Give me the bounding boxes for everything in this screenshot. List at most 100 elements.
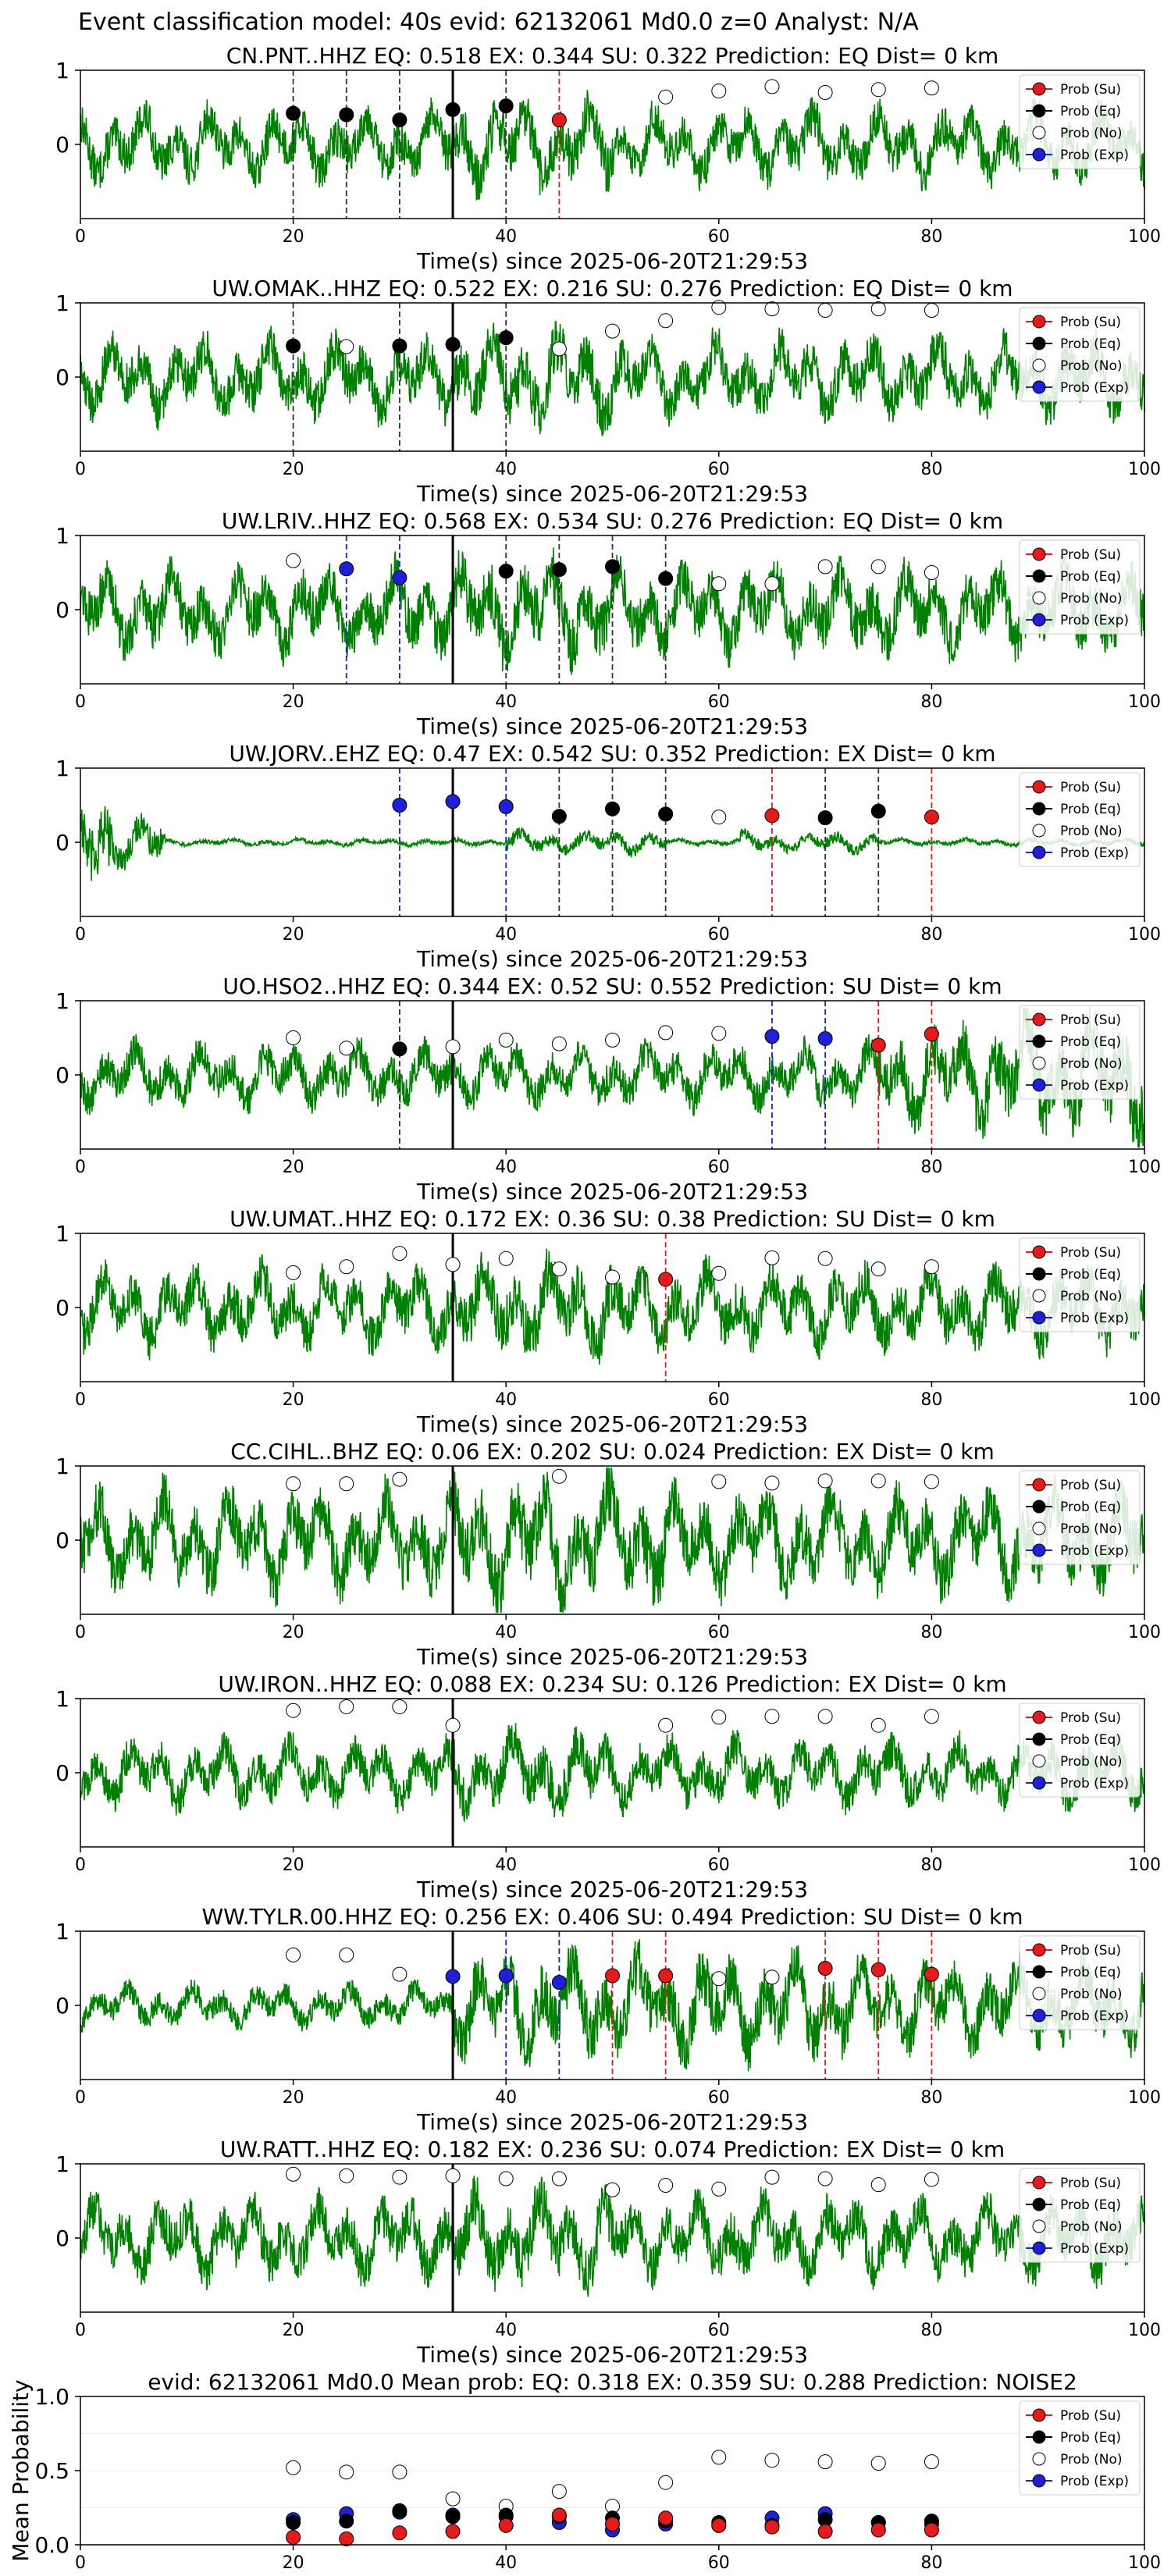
prob-marker-no (658, 2475, 674, 2490)
prob-marker-su (445, 2524, 461, 2539)
prob-marker-no (286, 2460, 301, 2475)
y-tick-label: 0 (55, 365, 69, 390)
x-tick-label: 80 (920, 227, 942, 247)
legend-marker-exp (1032, 613, 1046, 627)
legend-marker-exp (1032, 1776, 1046, 1790)
legend-label-no: Prob (No) (1060, 824, 1123, 839)
y-tick-label: 1 (55, 1919, 69, 1944)
x-tick-label: 100 (1128, 925, 1161, 945)
prob-marker-no (658, 313, 674, 329)
prob-marker-su (924, 1966, 939, 1982)
x-tick-label: 0 (75, 1856, 86, 1875)
x-tick-label: 100 (1128, 227, 1161, 247)
prob-marker-no (711, 300, 727, 315)
legend-label-exp: Prob (Exp) (1060, 845, 1129, 861)
prob-marker-no (870, 1473, 886, 1489)
legend: Prob (Su) Prob (Eq) Prob (No) Prob (Exp) (1019, 1935, 1141, 2030)
panel-5: 0 20 40 60 80 100 0 1 UO.HSO2..HHZ EQ: 0.344 EX:… (55, 973, 1161, 1204)
y-tick-label: 0 (55, 597, 69, 623)
x-tick-label: 100 (1128, 460, 1161, 479)
prob-marker-no (445, 2491, 461, 2507)
x-tick-label: 60 (708, 1623, 730, 1642)
legend-marker-exp (1032, 845, 1046, 859)
prob-marker-no (658, 89, 674, 105)
legend-label-no: Prob (No) (1060, 1987, 1123, 2002)
prob-marker-no (445, 1717, 461, 1733)
legend-marker-eq (1032, 1034, 1046, 1048)
legend-marker-exp (1032, 1078, 1046, 1092)
prob-marker-no (392, 2464, 408, 2480)
x-tick-label: 60 (708, 2321, 730, 2340)
x-tick-label: 20 (283, 1390, 304, 1410)
prob-marker-eq (445, 2509, 461, 2524)
prob-marker-exp (498, 799, 514, 814)
prob-marker-no (870, 559, 886, 575)
x-tick-label: 60 (708, 692, 730, 712)
panel-1: 0 20 40 60 80 100 0 1 CN.PNT..HHZ EQ: 0.518 EX: … (55, 43, 1161, 274)
legend-marker-exp (1032, 2241, 1046, 2255)
legend: Prob (Su) Prob (Eq) Prob (No) Prob (Exp) (1019, 2168, 1141, 2263)
y-tick-label: 1 (55, 988, 69, 1014)
x-tick-label: 40 (495, 1390, 517, 1410)
y-tick-label: 0 (55, 2226, 69, 2251)
x-tick-label: 20 (283, 2088, 304, 2108)
panel-title: UW.JORV..EHZ EQ: 0.47 EX: 0.542 SU: 0.35… (229, 741, 995, 767)
legend-label-exp: Prob (Exp) (1060, 613, 1129, 628)
legend-label-no: Prob (No) (1060, 591, 1123, 607)
panel-8: 0 20 40 60 80 100 0 1 UW.IRON..HHZ EQ: 0.088 EX:… (55, 1671, 1161, 1902)
panel-title: evid: 62132061 Md0.0 Mean prob: EQ: 0.31… (148, 2369, 1077, 2395)
prob-marker-su (658, 2510, 674, 2526)
legend-label-su: Prob (Su) (1060, 1012, 1121, 1028)
legend-marker-su (1032, 1245, 1046, 1259)
x-tick-label: 40 (495, 1158, 517, 1177)
prob-marker-su (392, 2525, 408, 2541)
prob-marker-no (764, 1250, 780, 1265)
legend-marker-su (1032, 2176, 1046, 2190)
x-tick-label: 60 (708, 1856, 730, 1875)
prob-marker-no (924, 1474, 939, 1489)
y-axis-label: Mean Probability (8, 2379, 34, 2561)
legend-marker-su (1032, 82, 1046, 96)
prob-marker-no (924, 565, 939, 580)
x-tick-label: 60 (708, 2088, 730, 2108)
legend-label-no: Prob (No) (1060, 2219, 1123, 2235)
legend-marker-exp (1032, 2008, 1046, 2023)
waveform-trace (80, 1005, 1145, 1148)
legend-label-exp: Prob (Exp) (1060, 1311, 1129, 1326)
legend-box (1019, 2168, 1141, 2263)
prob-marker-eq (817, 810, 833, 826)
prob-marker-eq (392, 2503, 408, 2518)
prob-marker-no (445, 2168, 461, 2183)
prob-marker-no (764, 79, 780, 94)
prob-marker-no (498, 1032, 514, 1048)
legend-label-eq: Prob (Eq) (1060, 1500, 1121, 1515)
legend-marker-eq (1032, 1965, 1046, 1979)
x-tick-label: 80 (920, 1390, 942, 1410)
x-tick-label: 100 (1128, 1158, 1161, 1177)
prob-marker-exp (551, 1975, 567, 1991)
legend-marker-no (1032, 824, 1046, 838)
x-axis-label: Time(s) since 2025-06-20T21:29:53 (416, 1644, 808, 1670)
x-tick-label: 20 (283, 227, 304, 247)
prob-marker-no (924, 2454, 939, 2470)
prob-marker-eq (658, 806, 674, 822)
x-tick-label: 80 (920, 2321, 942, 2340)
prob-marker-no (870, 1261, 886, 1277)
prob-marker-no (817, 2171, 833, 2186)
prob-marker-no (392, 1471, 408, 1487)
panel-title: CC.CIHL..BHZ EQ: 0.06 EX: 0.202 SU: 0.02… (230, 1439, 995, 1464)
prob-marker-su (924, 2522, 939, 2538)
x-tick-label: 20 (283, 1158, 304, 1177)
prob-marker-no (445, 1257, 461, 1272)
prob-marker-no (817, 559, 833, 575)
legend-box (1019, 1935, 1141, 2030)
legend-label-su: Prob (Su) (1060, 315, 1121, 330)
waveform-trace (80, 90, 1145, 201)
panel-2: 0 20 40 60 80 100 0 1 UW.OMAK..HHZ EQ: 0.522 EX:… (55, 276, 1161, 507)
prob-marker-no (924, 1259, 939, 1275)
prob-marker-no (817, 1473, 833, 1489)
legend-box (1019, 1703, 1141, 1798)
legend: Prob (Su) Prob (Eq) Prob (No) Prob (Exp) (1019, 1470, 1141, 1565)
legend-label-su: Prob (Su) (1060, 1943, 1121, 1959)
legend-label-exp: Prob (Exp) (1060, 2008, 1129, 2024)
